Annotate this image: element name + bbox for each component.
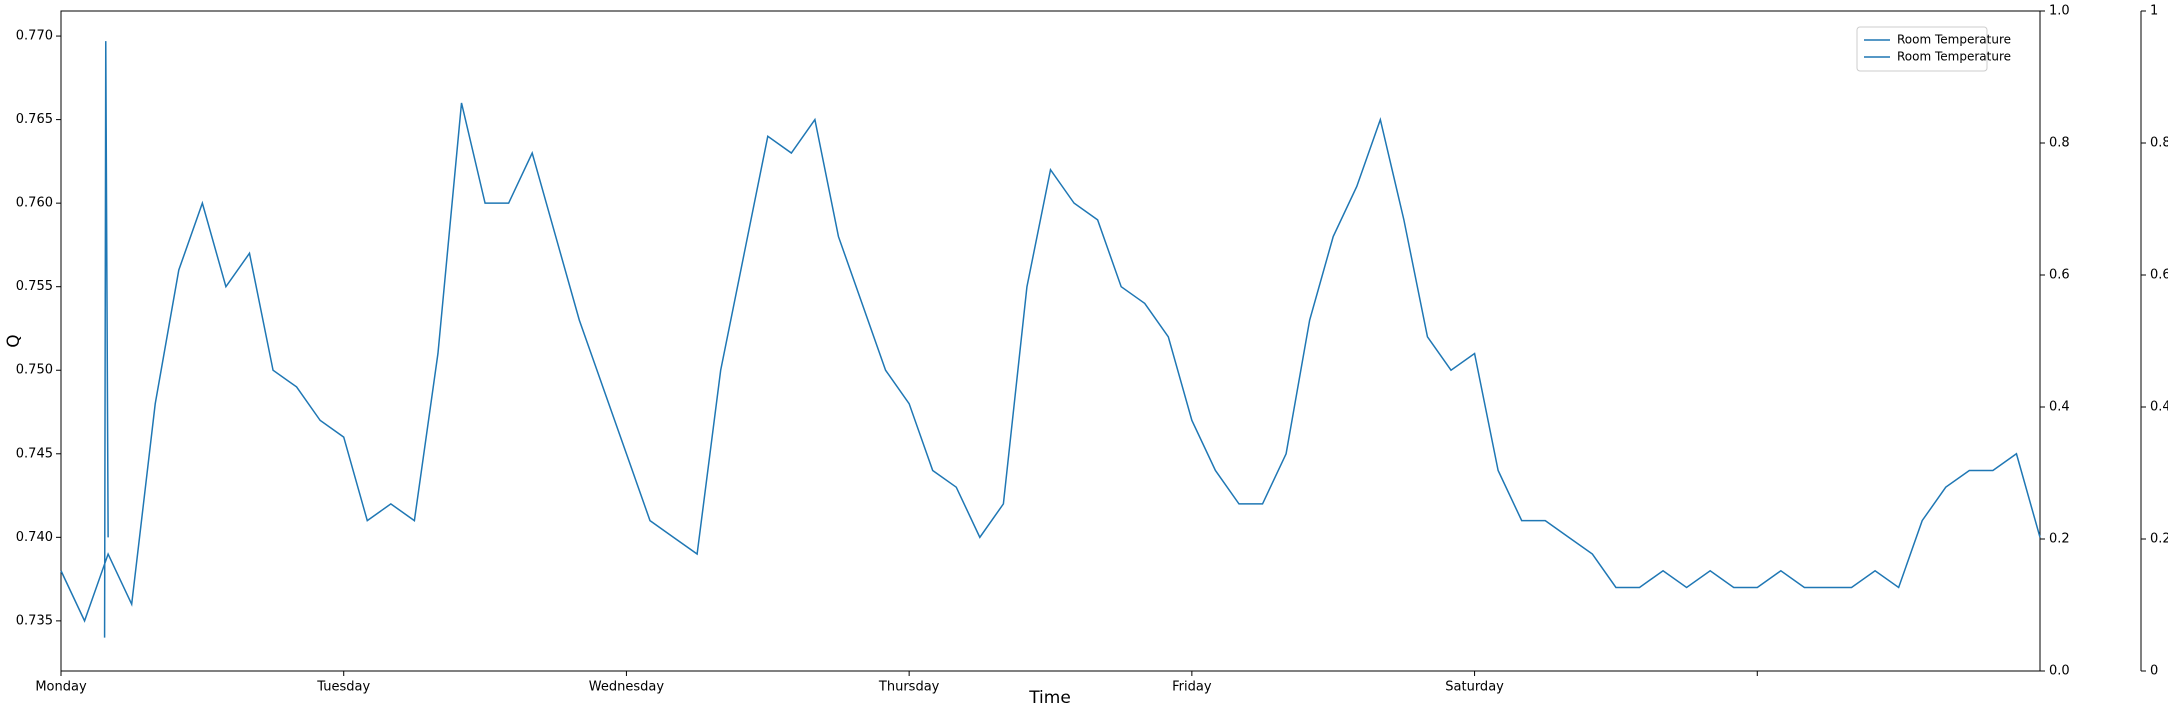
y3-tick-label: 0.8: [2150, 136, 2168, 151]
x-tick-label: Saturday: [1445, 680, 1504, 695]
x-tick-label: Wednesday: [589, 680, 665, 695]
y2-tick-label: 0.2: [2049, 532, 2070, 547]
y-tick-label: 0.740: [16, 530, 53, 545]
plot-frame: [60, 10, 2041, 672]
y2-tick-label: 0.4: [2049, 400, 2070, 415]
y-tick-label: 0.745: [16, 446, 53, 461]
y2-tick-label: 0.8: [2049, 136, 2070, 151]
y-axis-label: Q: [4, 334, 24, 347]
x-axis-label: Time: [1028, 688, 1071, 708]
y-tick-label: 0.735: [16, 613, 53, 628]
y3-tick-label: 1: [2150, 4, 2158, 19]
y-tick-label: 0.750: [16, 363, 53, 378]
y3-tick-label: 0.6: [2150, 268, 2168, 283]
legend-label: Room Temperature: [1897, 50, 2011, 64]
x-tick-label: Monday: [35, 680, 87, 695]
legend-label: Room Temperature: [1897, 33, 2011, 47]
legend-box: [1856, 26, 1988, 72]
y3-tick-label: 0: [2150, 664, 2158, 679]
y3-tick-label: 0.2: [2150, 532, 2168, 547]
data-line: [60, 102, 2041, 623]
y3-tick-label: 0.4: [2150, 400, 2168, 415]
y-tick-label: 0.760: [16, 196, 53, 211]
y2-tick-label: 0.6: [2049, 268, 2070, 283]
y-tick-label: 0.765: [16, 112, 53, 127]
x-tick-label: Thursday: [878, 680, 940, 695]
x-tick-label: Friday: [1172, 680, 1212, 695]
y2-tick-label: 0.0: [2049, 664, 2070, 679]
x-tick-label: Tuesday: [316, 680, 370, 695]
y-tick-label: 0.755: [16, 279, 53, 294]
y2-tick-label: 1.0: [2049, 4, 2070, 19]
y-tick-label: 0.770: [16, 29, 53, 44]
data-line: [103, 41, 109, 638]
